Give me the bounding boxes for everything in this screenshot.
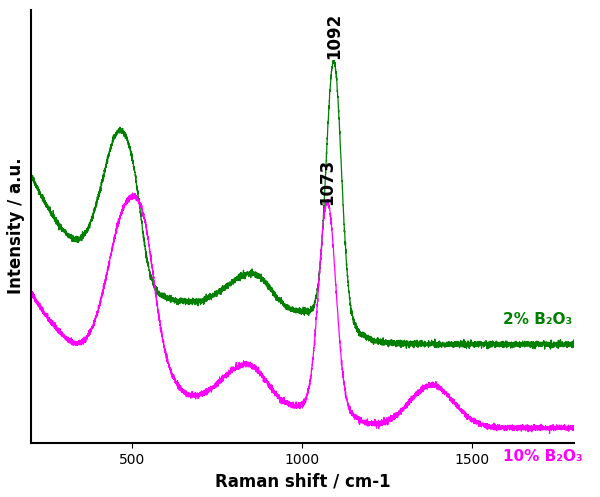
X-axis label: Raman shift / cm-1: Raman shift / cm-1 [215, 472, 390, 490]
Text: 2% B₂O₃: 2% B₂O₃ [503, 312, 572, 327]
Text: 1073: 1073 [318, 159, 336, 205]
Text: 10% B₂O₃: 10% B₂O₃ [503, 449, 583, 464]
Text: 1092: 1092 [325, 13, 343, 59]
Y-axis label: Intensity / a.u.: Intensity / a.u. [7, 158, 25, 295]
